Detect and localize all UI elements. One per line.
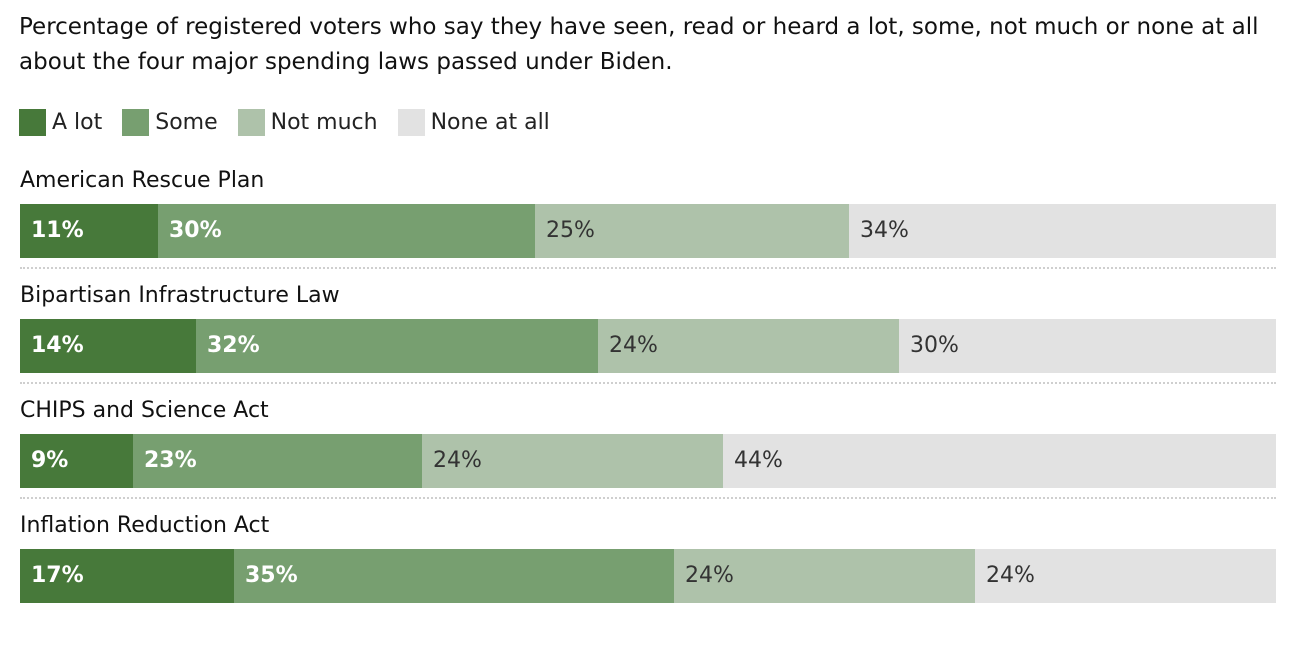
stacked-bar: 11% 30% 25% 34% [20,204,1276,258]
bar-segment-some: 35% [234,549,674,603]
bar-segment-a-lot: 14% [20,319,196,373]
bar-segment-a-lot: 9% [20,434,133,488]
data-label: 30% [910,333,959,358]
data-label: 25% [546,218,595,243]
legend-label: A lot [52,109,103,135]
legend-swatch [237,108,265,136]
chart-title: Percentage of registered voters who say … [19,14,1259,75]
row-divider [20,382,1276,384]
row-divider [20,497,1276,499]
legend-swatch [19,108,46,136]
bar-segment-not-much: 24% [598,319,899,373]
bar-segment-a-lot: 11% [20,204,158,258]
category-label: Bipartisan Infrastructure Law [20,283,340,308]
category-label: American Rescue Plan [20,168,265,193]
data-label: 24% [609,333,658,358]
data-label: 34% [860,218,909,243]
data-label: 24% [986,563,1035,588]
stacked-bar: 9% 23% 24% 44% [20,434,1276,488]
data-label: 23% [144,448,197,473]
data-label: 44% [734,448,783,473]
legend-label: None at all [430,109,550,135]
bar-segment-none-at-all: 30% [899,319,1276,373]
legend-item-none-at-all: None at all [397,108,550,136]
legend-label: Not much [270,109,378,135]
bar-segment-none-at-all: 44% [723,434,1276,488]
bar-segment-some: 23% [133,434,422,488]
stacked-bar: 14% 32% 24% 30% [20,319,1276,373]
bar-segment-not-much: 25% [535,204,849,258]
bar-segment-none-at-all: 34% [849,204,1276,258]
data-label: 24% [685,563,734,588]
data-label: 30% [169,218,222,243]
legend-item-not-much: Not much [237,108,378,136]
data-label: 24% [433,448,482,473]
bar-segment-not-much: 24% [422,434,723,488]
data-label: 11% [31,218,84,243]
stacked-bar: 17% 35% 24% 24% [20,549,1276,603]
bar-segment-none-at-all: 24% [975,549,1276,603]
legend-swatch [122,108,150,136]
data-label: 17% [31,563,84,588]
legend-item-some: Some [122,108,218,136]
data-label: 32% [207,333,260,358]
bar-segment-not-much: 24% [674,549,975,603]
legend: A lot Some Not much None at all [19,108,570,136]
legend-item-a-lot: A lot [19,108,103,136]
bar-segment-some: 32% [196,319,598,373]
data-label: 9% [31,448,69,473]
category-label: CHIPS and Science Act [20,398,269,423]
data-label: 35% [245,563,298,588]
bar-segment-some: 30% [158,204,535,258]
category-label: Inflation Reduction Act [20,513,270,538]
row-divider [20,267,1276,269]
bar-segment-a-lot: 17% [20,549,234,603]
data-label: 14% [31,333,84,358]
legend-swatch [397,108,425,136]
legend-label: Some [155,109,218,135]
